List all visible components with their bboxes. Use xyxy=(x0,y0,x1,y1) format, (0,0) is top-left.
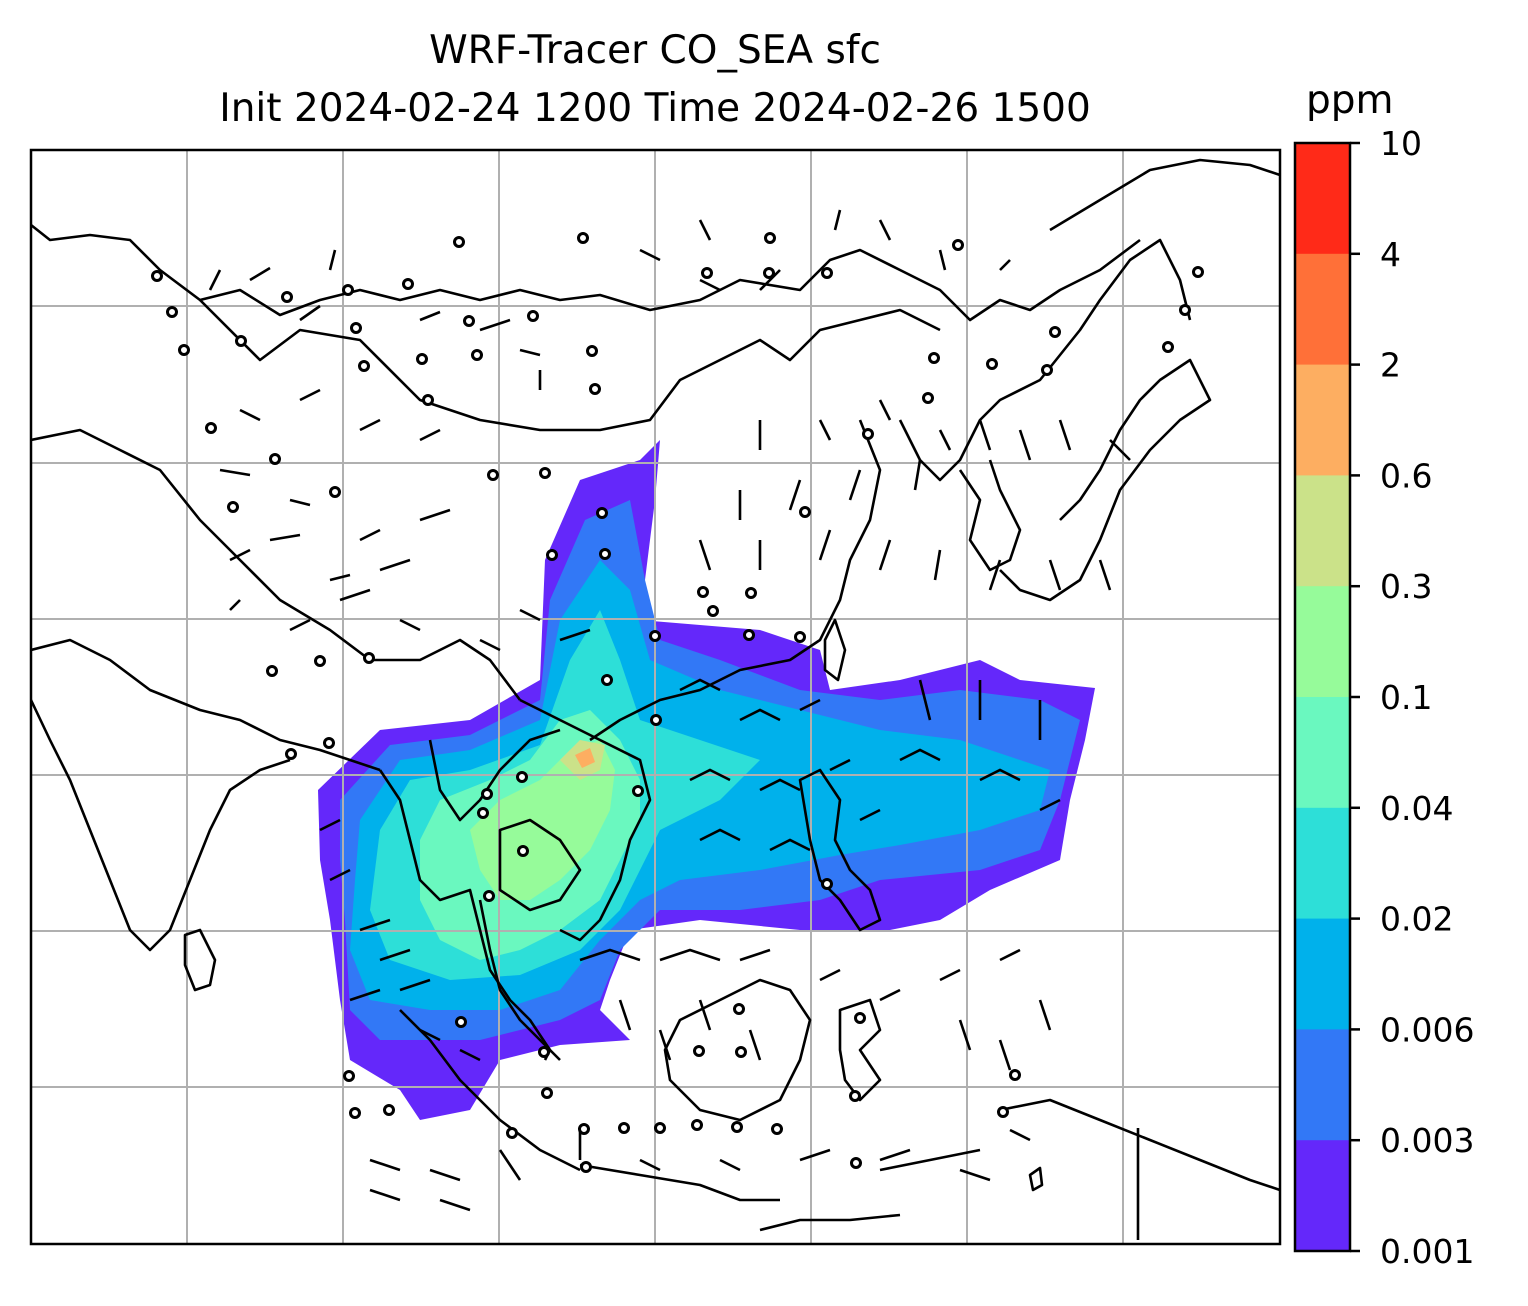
colorbar-segment xyxy=(1295,475,1350,587)
calm-wind-markers xyxy=(151,232,1204,1173)
colorbar-tick-label: 0.3 xyxy=(1380,567,1432,606)
colorbar-tick-label: 0.001 xyxy=(1380,1232,1474,1271)
colorbar-tick-label: 0.006 xyxy=(1380,1010,1474,1049)
colorbar-tick-label: 4 xyxy=(1380,235,1401,274)
map-panel xyxy=(31,150,1280,1244)
colorbar-segment xyxy=(1295,253,1350,366)
colorbar-tick-label: 0.02 xyxy=(1380,900,1453,939)
colorbar: 10 4 2 0.6 0.3 0.1 0.04 0.02 0.006 0.003 0.001 xyxy=(1293,124,1474,1271)
colorbar-segment xyxy=(1295,143,1350,255)
map-title-line1: WRF-Tracer CO_SEA sfc xyxy=(429,28,881,73)
colorbar-tick-label: 0.1 xyxy=(1380,678,1432,717)
map-title-line2: Init 2024-02-24 1200 Time 2024-02-26 150… xyxy=(219,86,1091,131)
colorbar-segment xyxy=(1295,586,1350,698)
colorbar-segment xyxy=(1295,1029,1350,1141)
colorbar-tick-label: 10 xyxy=(1380,124,1422,163)
colorbar-tick-label: 0.003 xyxy=(1380,1121,1474,1160)
colorbar-segment xyxy=(1295,1140,1350,1252)
coastlines xyxy=(31,158,1280,1240)
map-gridlines xyxy=(31,150,1280,1244)
map-frame xyxy=(29,148,1282,1246)
colorbar-segment xyxy=(1295,697,1350,809)
colorbar-tick-label: 0.04 xyxy=(1380,789,1453,828)
colorbar-tick-label: 0.6 xyxy=(1380,456,1432,495)
colorbar-tick-label: 2 xyxy=(1380,346,1401,385)
wind-barbs xyxy=(208,209,1131,1212)
colorbar-units-label: ppm xyxy=(1306,78,1394,123)
colorbar-segment xyxy=(1295,364,1350,476)
colorbar-segment xyxy=(1295,807,1350,920)
colorbar-segment xyxy=(1295,918,1350,1030)
